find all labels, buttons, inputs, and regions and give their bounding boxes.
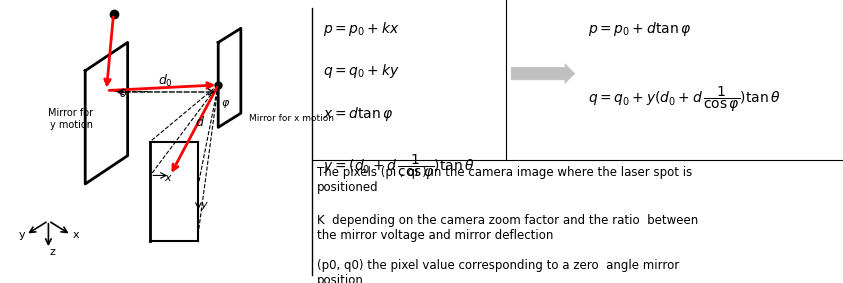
Text: (p0, q0) the pixel value corresponding to a zero  angle mirror
position: (p0, q0) the pixel value corresponding t…	[317, 259, 679, 283]
Text: Mirror for
y motion: Mirror for y motion	[49, 108, 94, 130]
Text: The pixels (pi , qi ) in the camera image where the laser spot is
positioned: The pixels (pi , qi ) in the camera imag…	[317, 166, 692, 194]
Text: $d$: $d$	[195, 115, 205, 129]
Text: $x = d\tan\varphi$: $x = d\tan\varphi$	[323, 105, 393, 123]
Text: $x$: $x$	[164, 173, 173, 183]
Text: $d_0$: $d_0$	[158, 73, 174, 89]
Text: $\varphi$: $\varphi$	[221, 98, 230, 110]
Text: $p = p_0 + kx$: $p = p_0 + kx$	[323, 20, 400, 38]
Text: $y = (d_0 + d\,\dfrac{1}{\cos\varphi})\tan\theta$: $y = (d_0 + d\,\dfrac{1}{\cos\varphi})\t…	[323, 153, 474, 182]
Text: y: y	[19, 230, 25, 240]
Text: z: z	[50, 247, 56, 257]
Text: $y$: $y$	[200, 200, 208, 212]
Text: $q = q_0 + y(d_0 + d\,\dfrac{1}{\cos\varphi})\tan\theta$: $q = q_0 + y(d_0 + d\,\dfrac{1}{\cos\var…	[588, 85, 781, 114]
FancyArrowPatch shape	[511, 64, 575, 83]
Text: $p = p_0 + d\tan\varphi$: $p = p_0 + d\tan\varphi$	[588, 20, 691, 38]
Text: K  depending on the camera zoom factor and the ratio  between
the mirror voltage: K depending on the camera zoom factor an…	[317, 214, 699, 242]
Text: x: x	[72, 230, 79, 240]
Text: $\theta$: $\theta$	[119, 87, 127, 99]
Text: $q = q_0 + ky$: $q = q_0 + ky$	[323, 62, 400, 80]
Text: Mirror for x motion: Mirror for x motion	[250, 114, 335, 123]
